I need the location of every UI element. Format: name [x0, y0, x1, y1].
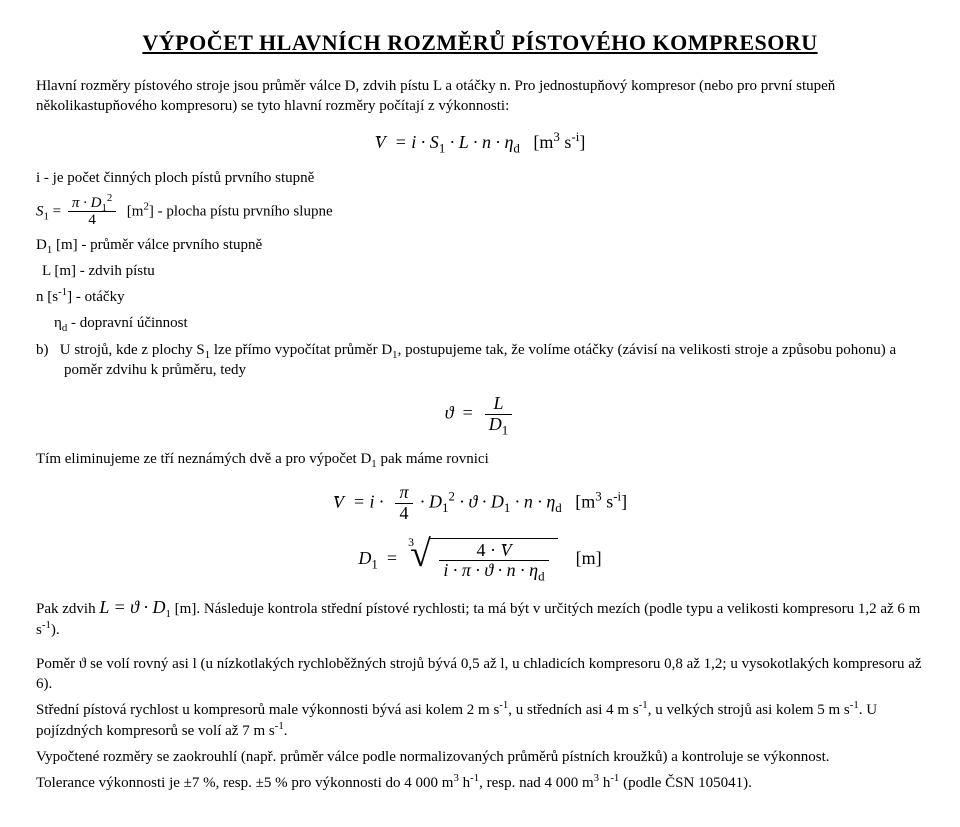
eq4-V: V: [333, 490, 344, 514]
equation-vdot-full: V = i · π 4 · D12 · ϑ · D1 · n · ηd [m3 …: [36, 483, 924, 524]
para5-e: .: [284, 723, 288, 739]
para7-s2: -1: [470, 772, 479, 784]
paragraph-tolerance: Tolerance výkonnosti je ±7 %, resp. ±5 %…: [36, 773, 924, 793]
para3-L: L: [99, 597, 109, 617]
eq4-mid-b: · ϑ · D: [455, 492, 504, 512]
eq5-eq: =: [387, 548, 397, 568]
eq4-unit-a: [m: [575, 492, 595, 512]
equation-d1-root: D1 = 3 √ 4 · V i · π · ϑ · n · ηd [m]: [36, 538, 924, 582]
root-index: 3: [408, 535, 414, 551]
def-n-b: ] - otáčky: [67, 289, 124, 305]
eq2-tail-a: [m: [127, 203, 144, 219]
para-b-b: lze přímo vypočítat průměr D: [210, 342, 392, 358]
def-eta-b: - dopravní účinnost: [67, 315, 187, 331]
def-eta: ηd - dopravní účinnost: [54, 313, 924, 333]
para5-b: , u středních asi 4 m s: [508, 702, 638, 718]
para5-a: Střední pístová rychlost u kompresorů ma…: [36, 702, 499, 718]
eq5-num-V: V: [500, 541, 511, 561]
para3-a: Pak zdvih: [36, 601, 99, 617]
eq4-mid-c: · n · η: [510, 492, 555, 512]
eq2-eq: =: [53, 203, 61, 219]
eq1-unit-a: [m: [533, 132, 553, 152]
eq3-den-sub: 1: [502, 423, 508, 438]
eq1-rhs-a: = i · S: [395, 132, 439, 152]
def-n-sup: -1: [58, 286, 67, 298]
eq4-frac: π 4: [395, 483, 412, 524]
eq3-num: L: [485, 394, 512, 415]
paragraph-elim: Tím eliminujeme ze tří neznámých dvě a p…: [36, 449, 924, 469]
def-n: n [s-1] - otáčky: [36, 287, 924, 307]
para7-b: h: [459, 775, 470, 791]
eq2-S: S: [36, 203, 44, 219]
para7-c: , resp. nad 4 000 m: [479, 775, 594, 791]
para3-eq: = ϑ · D: [109, 597, 165, 617]
para7-a: Tolerance výkonnosti je ±7 %, resp. ±5 %…: [36, 775, 453, 791]
para7-d: h: [599, 775, 610, 791]
eq2-num: π · D: [72, 195, 102, 211]
eq5-D-sub: 1: [371, 556, 377, 571]
equation-main: V = i · S1 · L · n · ηd [m3 s-i]: [36, 130, 924, 154]
eq4-unit-b: s: [602, 492, 614, 512]
eq1-unit-c: ]: [579, 132, 585, 152]
eq3-theta: ϑ: [445, 403, 454, 423]
paragraph-zdvih: Pak zdvih L = ϑ · D1 [m]. Následuje kont…: [36, 595, 924, 640]
eq5-unit: [m]: [576, 548, 602, 568]
eq4-eq: = i ·: [353, 492, 384, 512]
para7-s4: -1: [610, 772, 619, 784]
eq2-S-sub: 1: [44, 210, 49, 222]
eq4-num: π: [395, 483, 412, 504]
eq5-num-a: 4 ·: [476, 540, 500, 560]
para2-a: Tím eliminujeme ze tří neznámých dvě a p…: [36, 451, 371, 467]
eq2-tail-b: ] - plocha pístu prvního slupne: [149, 203, 333, 219]
eq1-eta-sub: d: [513, 141, 519, 156]
def-D-a: D: [36, 237, 47, 253]
def-L: L [m] - zdvih pístu: [42, 261, 924, 281]
eq2-num-sup: 2: [107, 192, 112, 204]
eq5-den: i · π · ϑ · n · η: [443, 560, 538, 580]
eq4-unit-c: ]: [621, 492, 627, 512]
eq2-den: 4: [68, 212, 116, 229]
def-eta-a: η: [54, 315, 62, 331]
page-title: VÝPOČET HLAVNÍCH ROZMĚRŮ PÍSTOVÉHO KOMPR…: [36, 28, 924, 58]
paragraph-intro: Hlavní rozměry pístového stroje jsou prů…: [36, 76, 924, 117]
para-b-a: U strojů, kde z plochy S: [60, 342, 205, 358]
para5-c: , u velkých strojů asi kolem 5 m s: [648, 702, 850, 718]
para3-c: ).: [51, 622, 60, 638]
para5-s4: -1: [275, 720, 284, 732]
eq2-frac: π · D12 4: [68, 195, 116, 229]
eq1-rhs-b: · L · n · η: [445, 132, 513, 152]
equation-theta: ϑ = L D1: [36, 394, 924, 435]
def-D: D1 [m] - průměr válce prvního stupně: [36, 235, 924, 255]
equation-area: S1 = π · D12 4 [m 2 ] - plocha pístu první…: [36, 195, 924, 229]
eq4-u-sup2: -i: [613, 489, 621, 504]
eq1-unit-b: s: [560, 132, 572, 152]
symbol-V-dot: V: [375, 130, 386, 154]
para5-s2: -1: [639, 699, 648, 711]
eq4-eta-sub: d: [555, 500, 561, 515]
eq5-den-sub: d: [538, 569, 544, 584]
paragraph-b: b) U strojů, kde z plochy S1 lze přímo v…: [36, 340, 924, 381]
eq3-eq: =: [463, 403, 473, 423]
cube-root: 3 √ 4 · V i · π · ϑ · n · ηd: [410, 538, 558, 582]
eq3-den-a: D: [489, 414, 502, 434]
para2-b: pak máme rovnici: [377, 451, 489, 467]
para5-s3: -1: [850, 699, 859, 711]
paragraph-zaokrouhli: Vypočtené rozměry se zaokrouhlí (např. p…: [36, 747, 924, 767]
paragraph-pomer: Poměr ϑ se volí rovný asi l (u nízkotlak…: [36, 654, 924, 695]
paragraph-rychlost: Střední pístová rychlost u kompresorů ma…: [36, 700, 924, 741]
def-n-a: n [s: [36, 289, 58, 305]
def-D-b: [m] - průměr válce prvního stupně: [52, 237, 262, 253]
para5-s1: -1: [499, 699, 508, 711]
eq4-den: 4: [395, 504, 412, 524]
para7-e: (podle ČSN 105041).: [619, 775, 752, 791]
eq4-mid-a: · D: [420, 492, 442, 512]
eq5-D: D: [358, 548, 371, 568]
def-i: i - je počet činných ploch pístů prvního…: [36, 168, 924, 188]
para-b-prefix: b): [36, 342, 49, 358]
radicand: 4 · V i · π · ϑ · n · ηd: [430, 538, 557, 582]
para3-sub: 1: [166, 608, 171, 620]
eq3-frac: L D1: [485, 394, 512, 435]
para3-sup: -1: [42, 619, 51, 631]
